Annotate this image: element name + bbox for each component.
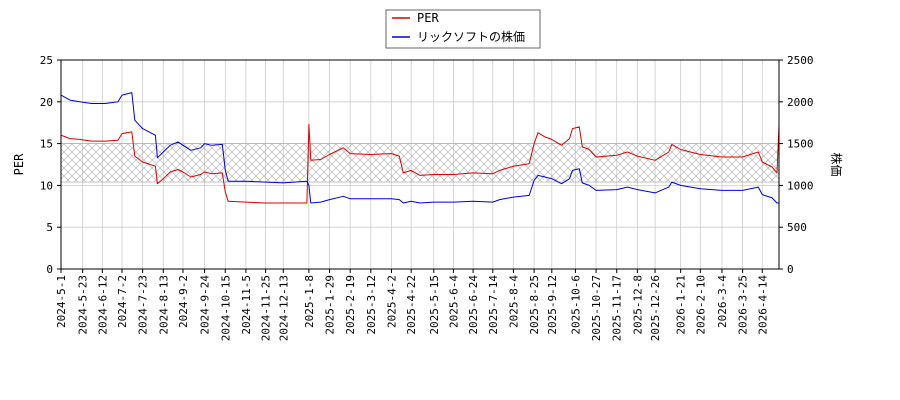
x-tick-label: 2024-6-12 [96,275,109,335]
x-tick-label: 2025-9-12 [546,275,559,335]
x-tick-label: 2024-7-2 [116,275,129,328]
plot-frame [60,59,780,270]
x-tick-label: 2024-9-2 [177,275,190,328]
stock-price-series-line [60,92,779,204]
right-tick-label: 1500 [787,138,814,151]
x-tick-label: 2026-2-10 [694,275,707,335]
x-tick-label: 2024-11-5 [240,275,253,335]
x-tick-label: 2026-4-14 [756,275,769,335]
x-tick-label: 2025-7-14 [487,275,500,335]
left-tick-label: 5 [46,221,53,234]
right-axis-title: 株価 [829,152,844,176]
x-tick-label: 2026-1-21 [675,275,688,335]
x-tick-label: 2024-5-1 [55,275,68,328]
left-tick-label: 20 [40,96,53,109]
left-y-axis: 0 5 10 15 20 25 [40,54,61,276]
x-tick-label: 2024-9-24 [199,275,212,335]
x-tick-label: 2025-12-26 [649,275,662,341]
x-tick-label: 2024-11-25 [260,275,273,341]
x-tick-label: 2025-11-17 [611,275,624,341]
x-axis: 2024-5-1 2024-5-23 2024-6-12 2024-7-2 2024-7… [55,269,769,341]
series-lines [60,92,780,204]
x-tick-label: 2025-8-4 [507,275,520,328]
x-tick-label: 2024-10-15 [219,275,232,341]
right-tick-label: 0 [787,263,794,276]
x-tick-label: 2025-6-24 [467,275,480,335]
left-tick-label: 25 [40,54,53,67]
x-tick-label: 2024-5-23 [77,275,90,335]
x-tick-label: 2024-12-13 [277,275,290,341]
legend: PER リックソフトの株価 [385,9,541,49]
x-tick-label: 2026-3-4 [716,275,729,328]
left-tick-label: 15 [40,138,53,151]
x-tick-label: 2025-3-12 [365,275,378,335]
legend-box [385,9,541,49]
x-tick-label: 2025-2-19 [344,275,357,335]
x-tick-label: 2026-3-25 [737,275,750,335]
x-tick-label: 2025-1-8 [303,275,316,328]
x-tick-label: 2025-10-6 [569,275,582,335]
left-tick-label: 10 [40,179,53,192]
left-tick-label: 0 [46,263,53,276]
right-tick-label: 2500 [787,54,814,67]
x-tick-label: 2025-8-25 [528,275,541,335]
x-tick-label: 2025-6-4 [447,275,460,328]
per-band [60,143,780,183]
x-tick-label: 2024-7-23 [137,275,150,335]
x-tick-label: 2025-4-2 [385,275,398,328]
per-series-line [60,123,780,204]
x-tick-label: 2025-1-29 [324,275,337,335]
x-tick-label: 2025-10-27 [590,275,603,341]
x-tick-label: 2024-8-13 [157,275,170,335]
left-axis-title: PER [12,153,26,175]
right-y-axis: 0 500 1000 1500 2000 2500 [779,54,814,276]
x-tick-label: 2025-4-22 [405,275,418,335]
legend-label-price: リックソフトの株価 [417,29,525,44]
legend-label-per: PER [417,11,439,25]
right-tick-label: 2000 [787,96,814,109]
right-tick-label: 500 [787,221,807,234]
x-tick-label: 2025-12-8 [631,275,644,335]
x-tick-label: 2025-5-15 [428,275,441,335]
right-tick-label: 1000 [787,179,814,192]
